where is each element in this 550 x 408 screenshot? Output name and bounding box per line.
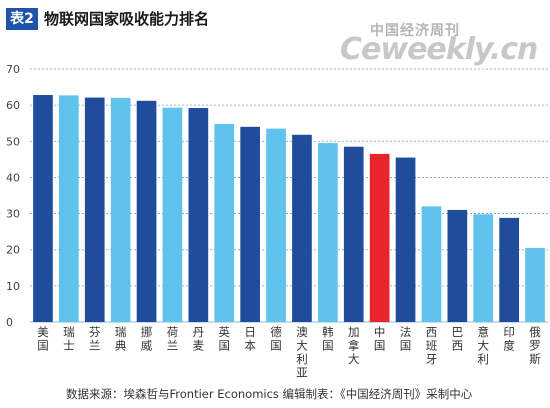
x-category-label: 芬兰 xyxy=(89,325,101,353)
bar-17 xyxy=(447,209,468,322)
x-category-label: 加拿大 xyxy=(348,325,360,366)
x-category-label: 日本 xyxy=(244,325,256,353)
y-tick-label: 10 xyxy=(6,280,20,293)
bar-8 xyxy=(214,123,235,323)
brand-logo-cn: 中国经济周刊 xyxy=(370,23,460,39)
bar-15 xyxy=(395,157,416,322)
y-tick-label: 0 xyxy=(6,316,13,329)
bar-2 xyxy=(59,95,79,323)
x-category-label: 印度 xyxy=(503,325,515,353)
bar-16 xyxy=(421,206,442,322)
chart-title: 物联网国家吸收能力排名 xyxy=(44,10,210,28)
x-category-label: 韩国 xyxy=(322,325,334,353)
x-category-label: 丹麦 xyxy=(193,325,205,353)
x-category-label: 瑞士 xyxy=(63,325,75,353)
bar-20 xyxy=(525,247,545,322)
x-category-label: 意大利 xyxy=(478,325,490,366)
y-tick-label: 40 xyxy=(6,171,20,184)
x-category-label: 瑞典 xyxy=(115,325,127,353)
y-tick-label: 20 xyxy=(6,244,20,257)
bar-7 xyxy=(188,108,209,322)
x-category-label: 德国 xyxy=(270,325,282,353)
bars xyxy=(33,95,545,323)
y-tick-label: 50 xyxy=(6,135,20,148)
y-tick-label: 70 xyxy=(6,63,20,76)
x-category-label: 俄罗斯 xyxy=(529,325,541,366)
bar-1 xyxy=(33,95,53,322)
brand-logo-en: Ceweekly.cn xyxy=(340,32,538,67)
bar-14 xyxy=(369,153,390,322)
bar-13 xyxy=(343,146,364,322)
source-note: 数据来源：埃森哲与Frontier Economics 编辑制表：《中国经济周刊… xyxy=(66,387,473,401)
bar-3 xyxy=(84,97,105,322)
bar-4 xyxy=(110,97,131,323)
bar-5 xyxy=(136,100,157,322)
bar-18 xyxy=(473,214,494,322)
brand-logo: 中国经济周刊 Ceweekly.cn xyxy=(340,18,548,74)
bar-19 xyxy=(499,217,519,322)
y-tick-label: 30 xyxy=(6,208,20,221)
x-category-label: 法国 xyxy=(400,325,412,353)
bar-10 xyxy=(266,128,286,322)
x-category-label: 巴西 xyxy=(452,325,464,353)
x-category-label: 美国 xyxy=(37,325,49,353)
bar-6 xyxy=(162,107,183,323)
bar-11 xyxy=(292,134,312,322)
y-axis: 0 10 20 30 40 50 60 70 xyxy=(6,63,20,329)
bar-12 xyxy=(318,143,338,322)
x-category-label: 西班牙 xyxy=(426,325,438,366)
x-category-label: 英国 xyxy=(219,325,231,353)
gridlines xyxy=(30,68,548,323)
bar-9 xyxy=(240,126,260,322)
x-category-label: 中国 xyxy=(374,325,386,353)
x-category-label: 挪威 xyxy=(141,325,153,353)
y-tick-label: 60 xyxy=(6,99,20,112)
x-category-label: 澳大利亚 xyxy=(296,325,308,380)
x-category-label: 荷兰 xyxy=(167,325,179,353)
table-number-badge: 表2 xyxy=(6,8,38,30)
